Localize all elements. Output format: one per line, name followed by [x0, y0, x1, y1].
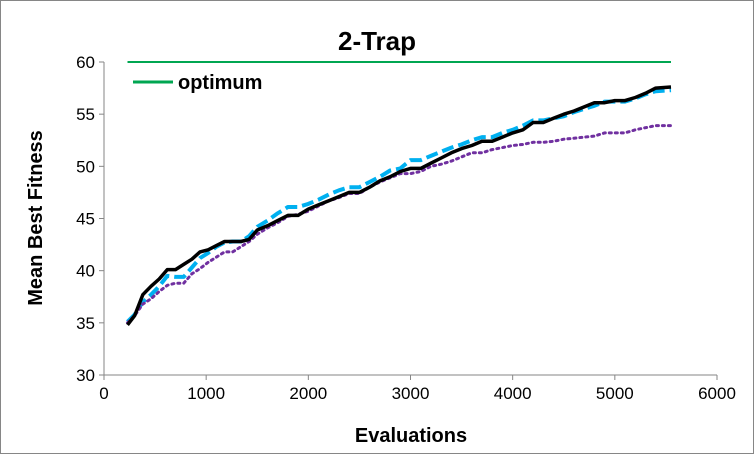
series-line-solid-3: [126, 85, 672, 326]
chart-title: 2-Trap: [338, 26, 416, 56]
y-tick-label: 55: [76, 105, 95, 124]
x-tick-label: 6000: [698, 384, 736, 403]
y-tick-label: 45: [76, 210, 95, 229]
series-lines: [126, 61, 673, 326]
y-tick-label: 35: [76, 314, 95, 333]
series-line-dashed-1: [126, 88, 672, 324]
x-tick-label: 5000: [596, 384, 634, 403]
y-tick-label: 40: [76, 262, 95, 281]
axes: 30 35 40 45 50 55 60 0 1000 2000 3000 4000 5000 6000: [76, 53, 736, 403]
x-tick-label: 1000: [187, 384, 225, 403]
x-tick-label: 2000: [289, 384, 327, 403]
x-tick-label: 4000: [494, 384, 532, 403]
y-axis-title: Mean Best Fitness: [25, 130, 47, 306]
x-axis-title: Evaluations: [355, 425, 467, 447]
y-tick-label: 30: [76, 366, 95, 385]
x-tick-label: 3000: [392, 384, 430, 403]
legend: optimum: [133, 72, 262, 94]
legend-label-optimum: optimum: [178, 72, 262, 94]
x-tick-label: 0: [99, 384, 108, 403]
series-line-dotted-2: [126, 124, 673, 325]
y-tick-label: 60: [76, 53, 95, 72]
y-tick-label: 50: [76, 157, 95, 176]
